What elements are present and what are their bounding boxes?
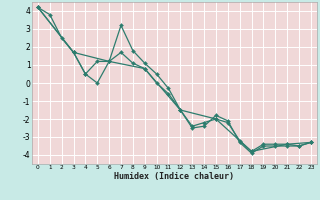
X-axis label: Humidex (Indice chaleur): Humidex (Indice chaleur) (115, 172, 234, 181)
